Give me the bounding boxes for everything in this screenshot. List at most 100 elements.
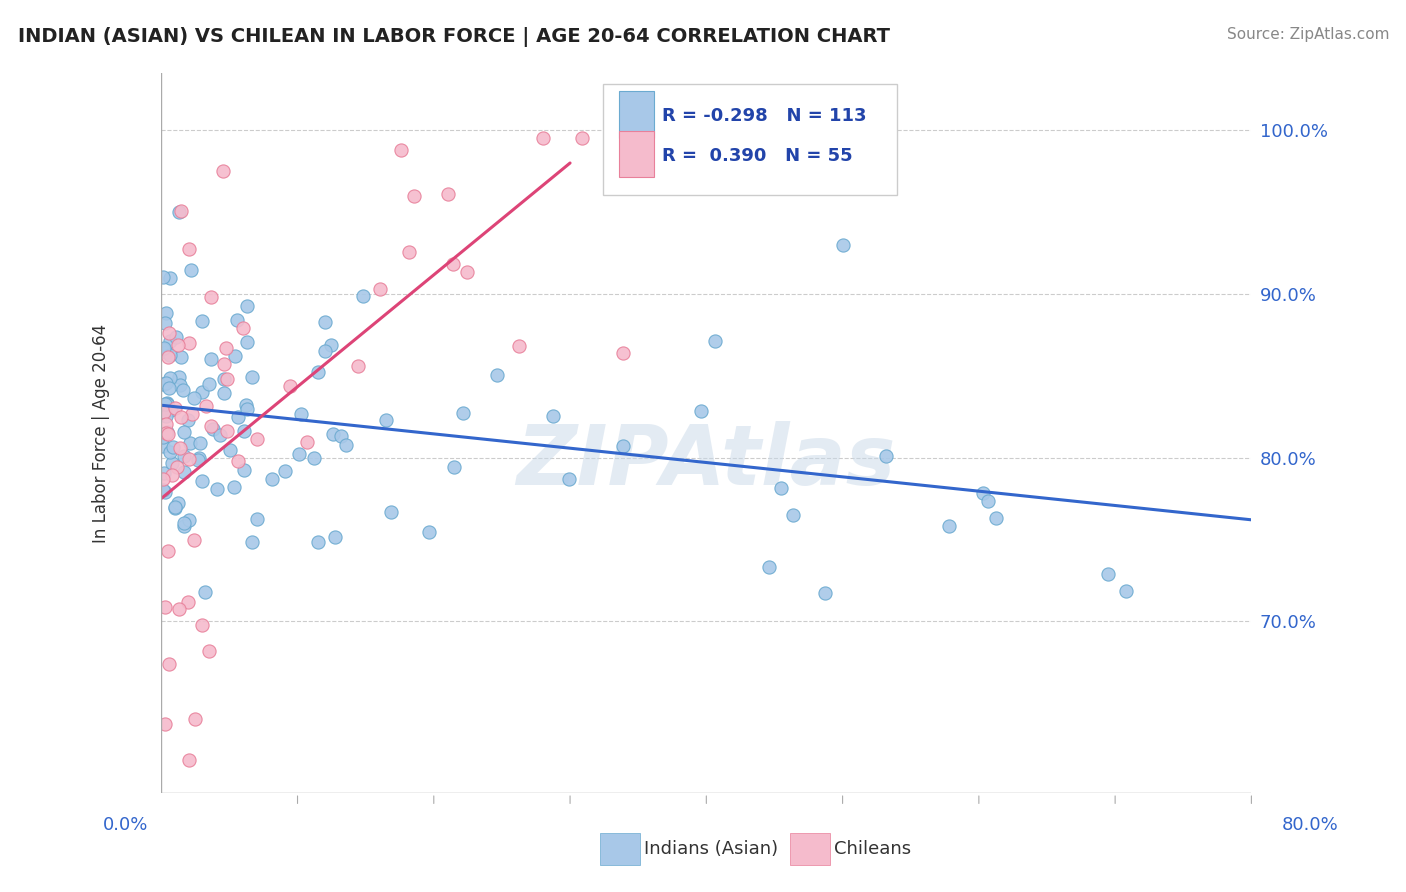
Point: [184, 713, 207, 727]
Text: INDIAN (ASIAN) VS CHILEAN IN LABOR FORCE | AGE 20-64 CORRELATION CHART: INDIAN (ASIAN) VS CHILEAN IN LABOR FORCE…: [18, 27, 890, 46]
Point: [612, 346, 634, 360]
Point: [155, 376, 177, 390]
Point: [330, 429, 353, 443]
Point: [302, 451, 325, 466]
Point: [153, 485, 176, 500]
Point: [209, 427, 232, 442]
Point: [215, 342, 238, 356]
Point: [191, 385, 214, 400]
Point: [984, 510, 1007, 524]
Point: [418, 525, 440, 540]
Point: [290, 407, 312, 421]
Point: [232, 321, 254, 335]
Point: [183, 533, 205, 548]
Point: [165, 330, 187, 344]
Point: [226, 454, 249, 468]
Text: Source: ZipAtlas.com: Source: ZipAtlas.com: [1226, 27, 1389, 42]
Point: [165, 401, 187, 415]
Point: [155, 306, 177, 320]
Point: [212, 385, 235, 400]
Point: [322, 427, 344, 442]
Point: [162, 456, 184, 470]
Point: [173, 465, 195, 479]
Point: [177, 413, 200, 427]
Point: [152, 270, 174, 285]
Text: Indians (Asian): Indians (Asian): [644, 840, 778, 858]
Point: [187, 453, 209, 467]
Point: [165, 500, 187, 514]
Point: [402, 189, 425, 203]
Point: [770, 481, 793, 495]
Text: 80.0%: 80.0%: [1282, 816, 1339, 834]
Point: [153, 600, 176, 615]
Point: [156, 395, 179, 409]
Point: [295, 435, 318, 450]
Point: [190, 474, 212, 488]
Text: R =  0.390   N = 55: R = 0.390 N = 55: [662, 147, 852, 165]
Point: [875, 450, 897, 464]
Text: In Labor Force | Age 20-64: In Labor Force | Age 20-64: [93, 324, 110, 542]
Text: R = -0.298   N = 113: R = -0.298 N = 113: [662, 107, 866, 125]
Point: [486, 368, 509, 382]
FancyBboxPatch shape: [619, 91, 654, 137]
Point: [380, 505, 402, 519]
Text: ZIPAtlas: ZIPAtlas: [516, 421, 896, 502]
Point: [152, 405, 174, 419]
Point: [456, 265, 478, 279]
Point: [177, 452, 200, 467]
Point: [157, 326, 180, 340]
Point: [232, 424, 254, 438]
Point: [200, 290, 222, 304]
Point: [155, 316, 177, 330]
Point: [169, 377, 191, 392]
Point: [314, 315, 336, 329]
Point: [157, 657, 180, 671]
Point: [558, 472, 581, 486]
Point: [198, 644, 221, 658]
Point: [169, 350, 191, 364]
Point: [188, 450, 211, 465]
Point: [224, 480, 246, 494]
Point: [152, 439, 174, 453]
Point: [323, 530, 346, 544]
Point: [179, 436, 201, 450]
Point: [246, 432, 269, 446]
Point: [173, 519, 195, 533]
Point: [156, 426, 179, 441]
Point: [173, 425, 195, 439]
Point: [180, 263, 202, 277]
Point: [155, 397, 177, 411]
FancyBboxPatch shape: [619, 130, 654, 178]
Point: [169, 441, 191, 455]
Point: [153, 377, 176, 392]
Point: [156, 397, 179, 411]
Point: [176, 595, 198, 609]
Point: [217, 425, 239, 439]
Point: [278, 379, 301, 393]
Point: [169, 409, 191, 424]
Point: [167, 602, 190, 616]
Point: [1097, 567, 1119, 582]
Point: [159, 444, 181, 458]
Point: [232, 463, 254, 477]
Point: [172, 383, 194, 397]
Point: [938, 519, 960, 533]
Point: [179, 336, 201, 351]
Point: [159, 270, 181, 285]
Point: [212, 372, 235, 386]
Point: [976, 493, 998, 508]
Point: [314, 343, 336, 358]
Point: [347, 359, 370, 373]
Point: [165, 500, 187, 515]
Point: [307, 365, 329, 379]
Point: [240, 370, 263, 384]
Point: [831, 237, 853, 252]
Point: [319, 338, 342, 352]
Point: [226, 409, 249, 424]
Point: [541, 409, 564, 423]
Point: [181, 407, 204, 421]
Point: [236, 334, 259, 349]
Point: [198, 377, 221, 392]
Point: [389, 144, 412, 158]
Point: [200, 352, 222, 367]
